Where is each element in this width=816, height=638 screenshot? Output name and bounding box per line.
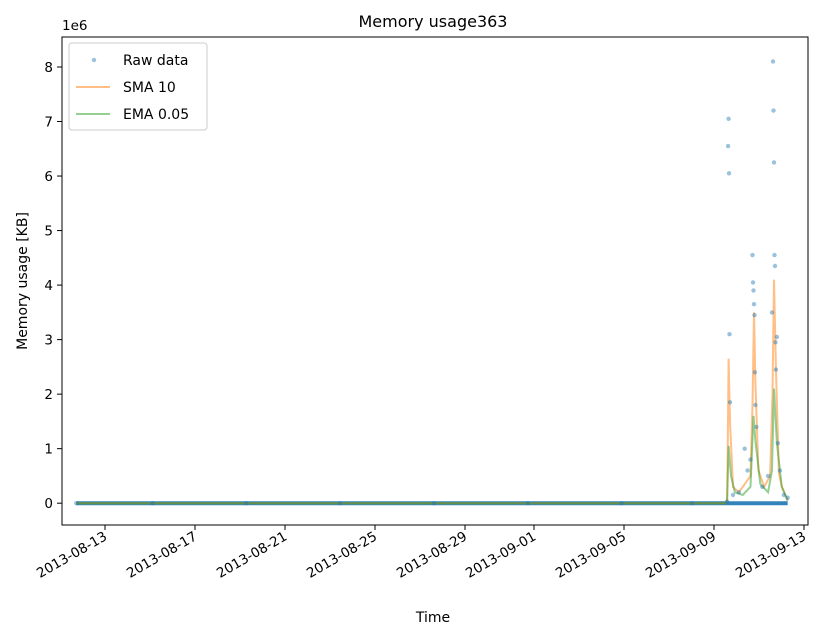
x-axis: 2013-08-13 2013-08-17 2013-08-21 2013-08-25… [34,525,809,582]
raw-data-point [730,492,736,498]
raw-data-point [725,143,731,149]
raw-data-point [785,495,790,500]
legend-box [68,42,208,131]
raw-data-point [773,340,778,345]
x-tick-label: 2013-08-21 [214,529,290,582]
raw-data-point [773,367,779,372]
raw-data-point [769,310,775,315]
chart-title: Memory usage363 [359,12,508,31]
legend-label: SMA 10 [123,80,176,96]
plot-area-frame [61,36,809,526]
y-tick-label: 4 [44,278,53,294]
raw-data-point [748,457,753,462]
y-tick-label: 2 [44,387,53,403]
raw-data-point [431,501,437,506]
x-tick-label: 2013-09-05 [553,529,629,582]
legend-marker-raw [91,57,97,63]
raw-data-point [760,484,765,489]
raw-data-point [777,468,783,473]
raw-data-point [754,424,759,430]
raw-data-point [742,446,747,451]
raw-data-point [751,288,756,293]
y-tick-label: 0 [44,496,53,512]
raw-data-point [752,312,757,318]
y-tick-label: 5 [44,224,53,240]
y-tick-label: 6 [44,169,53,185]
raw-data-point [772,263,778,269]
raw-data-point [750,252,755,258]
x-tick-label: 2013-08-25 [304,529,380,582]
series-line-1 [76,279,789,505]
raw-data-point [781,492,786,498]
raw-data-point [525,501,530,506]
raw-data-point [727,332,732,337]
x-tick-label: 2013-09-09 [643,529,719,582]
legend: Raw data SMA 10 EMA 0.05 [68,42,208,131]
raw-data-point [765,473,771,479]
raw-data-point [244,501,249,506]
raw-data-point [74,501,79,506]
raw-data-point [750,280,756,285]
y-axis-title: Memory usage [KB] [15,212,31,350]
x-axis-title: Time [415,610,450,626]
x-tick-label: 2013-08-17 [124,529,200,582]
y-tick-label: 7 [44,115,53,131]
raw-data-point [751,302,757,307]
raw-data-point [752,370,758,375]
raw-data-point [726,116,731,122]
legend-label: Raw data [123,53,188,69]
raw-data-point [772,252,777,258]
y-tick-label: 8 [44,60,53,76]
raw-data-point [337,501,343,506]
raw-data-point [774,334,780,340]
raw-data-point [619,501,624,506]
x-tick-label: 2013-08-29 [394,529,470,582]
x-tick-label: 2013-08-13 [34,529,110,582]
raw-data-point [745,468,750,473]
y-axis: 0 1 2 3 4 5 6 7 8 [44,60,62,512]
series-line-2 [76,388,789,505]
x-tick-label: 2013-09-13 [733,529,809,582]
y-axis-offset-label: 1e6 [62,18,87,34]
raw-data-point [771,108,776,113]
raw-data-point [770,59,776,64]
raw-data-point [771,160,777,165]
raw-data-point [689,501,695,506]
raw-data-point [727,400,733,405]
raw-data-point [724,499,730,504]
raw-data-point [775,441,781,446]
legend-label: EMA 0.05 [123,107,189,123]
raw-data-point [736,490,741,495]
x-tick-label: 2013-09-01 [463,529,539,582]
raw-data-point [726,171,732,176]
y-tick-label: 3 [44,333,53,349]
raw-data-point [753,402,758,408]
y-tick-label: 1 [44,442,53,458]
raw-data-point [150,501,155,506]
